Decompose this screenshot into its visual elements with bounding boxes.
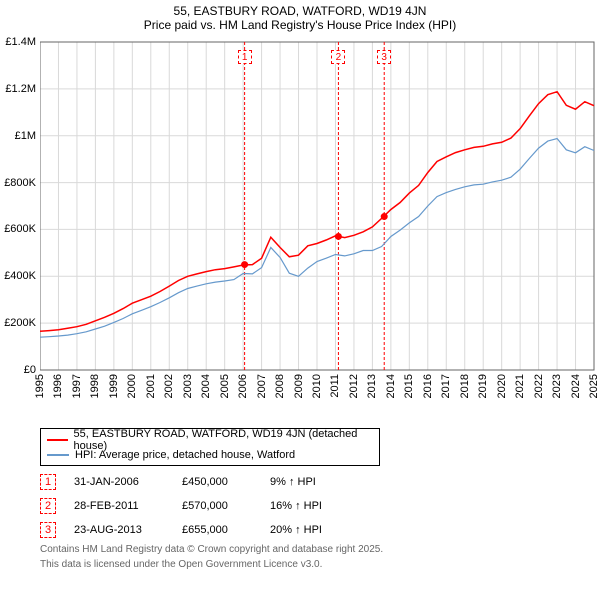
sale-number: 2 [40, 498, 56, 514]
x-tick-label: 2008 [274, 374, 286, 398]
legend: 55, EASTBURY ROAD, WATFORD, WD19 4JN (de… [40, 428, 380, 466]
x-tick-label: 2004 [200, 374, 212, 398]
sale-price: £655,000 [182, 524, 252, 536]
sale-price: £450,000 [182, 476, 252, 488]
sales-table: 1 31-JAN-2006 £450,000 9% ↑ HPI 2 28-FEB-2011… [40, 470, 560, 542]
sale-marker-label: 2 [331, 50, 345, 64]
sale-date: 23-AUG-2013 [74, 524, 164, 536]
legend-item: 55, EASTBURY ROAD, WATFORD, WD19 4JN (de… [47, 432, 373, 447]
sale-diff: 20% ↑ HPI [270, 524, 360, 536]
x-tick-label: 2010 [311, 374, 323, 398]
sale-diff: 9% ↑ HPI [270, 476, 360, 488]
x-tick-label: 2022 [533, 374, 545, 398]
y-tick-label: £1M [15, 130, 36, 142]
sale-number: 1 [40, 474, 56, 490]
chart-container: 55, EASTBURY ROAD, WATFORD, WD19 4JN Pri… [0, 0, 600, 590]
sale-row: 3 23-AUG-2013 £655,000 20% ↑ HPI [40, 518, 560, 542]
x-tick-label: 2000 [126, 374, 138, 398]
x-tick-label: 2014 [385, 374, 397, 398]
sale-date: 31-JAN-2006 [74, 476, 164, 488]
sale-marker-label: 3 [377, 50, 391, 64]
x-tick-label: 2011 [329, 374, 341, 398]
x-axis-labels: 1995199619971998199920002001200220032004… [40, 374, 600, 420]
x-tick-label: 2023 [551, 374, 563, 398]
x-tick-label: 2025 [588, 374, 600, 398]
y-tick-label: £400K [4, 270, 36, 282]
x-tick-label: 2013 [366, 374, 378, 398]
y-tick-label: £1.4M [5, 36, 36, 48]
x-tick-label: 1997 [71, 374, 83, 398]
x-tick-label: 1995 [34, 374, 46, 398]
x-tick-label: 2007 [256, 374, 268, 398]
sale-row: 2 28-FEB-2011 £570,000 16% ↑ HPI [40, 494, 560, 518]
chart-subtitle: Price paid vs. HM Land Registry's House … [0, 18, 600, 36]
x-tick-label: 1996 [52, 374, 64, 398]
x-tick-label: 2024 [570, 374, 582, 398]
x-tick-label: 1999 [108, 374, 120, 398]
y-tick-label: £800K [4, 177, 36, 189]
x-tick-label: 2009 [293, 374, 305, 398]
y-axis-labels: £0£200K£400K£600K£800K£1M£1.2M£1.4M [0, 36, 38, 376]
chart-title: 55, EASTBURY ROAD, WATFORD, WD19 4JN [0, 0, 600, 18]
y-tick-label: £600K [4, 223, 36, 235]
x-tick-label: 1998 [89, 374, 101, 398]
x-tick-label: 2006 [237, 374, 249, 398]
x-tick-label: 2012 [348, 374, 360, 398]
y-tick-label: £200K [4, 317, 36, 329]
footer-line-1: Contains HM Land Registry data © Crown c… [40, 544, 590, 557]
legend-swatch [47, 439, 68, 441]
chart-plot-area: £0£200K£400K£600K£800K£1M£1.2M£1.4M 123 [40, 36, 600, 376]
footer-line-2: This data is licensed under the Open Gov… [40, 559, 590, 572]
x-tick-label: 2002 [163, 374, 175, 398]
x-tick-label: 2001 [145, 374, 157, 398]
x-tick-label: 2018 [459, 374, 471, 398]
x-tick-label: 2019 [477, 374, 489, 398]
x-tick-label: 2016 [422, 374, 434, 398]
x-tick-label: 2020 [496, 374, 508, 398]
sale-date: 28-FEB-2011 [74, 500, 164, 512]
x-tick-label: 2005 [219, 374, 231, 398]
x-tick-label: 2021 [514, 374, 526, 398]
x-tick-label: 2015 [403, 374, 415, 398]
sale-price: £570,000 [182, 500, 252, 512]
sale-marker-label: 1 [238, 50, 252, 64]
sale-diff: 16% ↑ HPI [270, 500, 360, 512]
legend-label: HPI: Average price, detached house, Watf… [75, 449, 295, 461]
sale-row: 1 31-JAN-2006 £450,000 9% ↑ HPI [40, 470, 560, 494]
x-tick-label: 2017 [440, 374, 452, 398]
x-tick-label: 2003 [182, 374, 194, 398]
y-tick-label: £1.2M [5, 83, 36, 95]
sale-number: 3 [40, 522, 56, 538]
legend-swatch [47, 454, 69, 456]
chart-svg [40, 36, 600, 376]
